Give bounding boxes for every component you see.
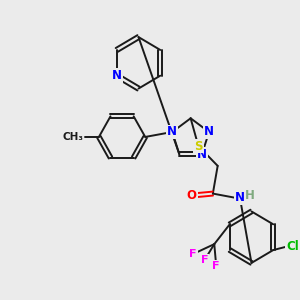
- Text: N: N: [167, 125, 177, 139]
- Text: F: F: [212, 261, 220, 271]
- Text: CH₃: CH₃: [62, 132, 83, 142]
- Text: Cl: Cl: [286, 240, 299, 253]
- Text: N: N: [204, 125, 214, 139]
- Text: N: N: [197, 148, 207, 160]
- Text: N: N: [112, 69, 122, 82]
- Text: S: S: [194, 140, 202, 152]
- Text: F: F: [201, 255, 208, 265]
- Text: H: H: [244, 189, 254, 202]
- Text: O: O: [187, 189, 196, 202]
- Text: F: F: [189, 249, 197, 259]
- Text: N: N: [235, 191, 245, 204]
